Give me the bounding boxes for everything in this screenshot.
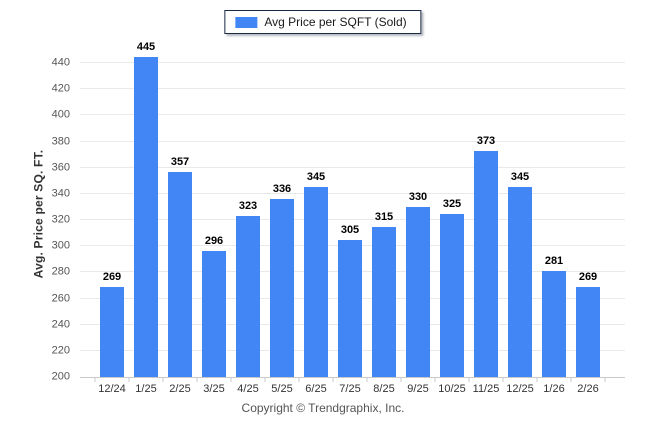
y-tick-label: 340	[51, 187, 70, 200]
x-axis-tick	[434, 378, 436, 382]
bar	[576, 286, 600, 377]
x-tick-label: 1/26	[543, 383, 565, 395]
bar	[474, 150, 498, 377]
bar	[440, 213, 464, 377]
x-axis-tick	[196, 378, 198, 382]
bar-value-label: 345	[306, 171, 326, 184]
x-tick-label: 11/25	[472, 383, 500, 395]
x-axis-tick	[570, 378, 572, 382]
gridline	[80, 192, 625, 194]
y-axis-labels: 200 220 240 260 280 300 320 340 360 380 400 420 440	[0, 50, 74, 382]
x-axis-tick	[230, 378, 232, 382]
y-tick-label: 220	[51, 344, 70, 357]
y-tick-label: 360	[51, 161, 70, 174]
x-tick-label: 5/25	[271, 383, 293, 395]
x-axis-labels: 12/24 1/25 2/25 3/25 4/25 5/25 6/25 7/25 8/25 9/2…	[95, 383, 605, 397]
bar-value-label: 325	[442, 197, 462, 210]
gridline	[80, 166, 625, 168]
gridline	[80, 114, 625, 116]
legend: Avg Price per SQFT (Sold)	[224, 10, 422, 34]
x-axis-tick	[298, 378, 300, 382]
x-tick-label: 8/25	[373, 383, 395, 395]
x-axis-tick	[162, 378, 164, 382]
y-tick-label: 200	[51, 370, 70, 383]
x-axis-tick	[94, 378, 96, 382]
x-tick-label: 10/25	[438, 383, 466, 395]
bar	[236, 216, 260, 377]
bar-value-label: 357	[170, 155, 190, 168]
x-tick-label: 1/25	[135, 383, 157, 395]
bar-value-label: 305	[340, 223, 360, 236]
plot-area: 269 445 357 296 323 336 345 305 315 330 325 373 345 2…	[80, 41, 625, 378]
bar-value-label: 445	[136, 40, 156, 53]
y-tick-label: 320	[51, 213, 70, 226]
x-tick-label: 2/25	[169, 383, 191, 395]
x-axis-tick	[604, 378, 606, 382]
bar-value-label: 281	[544, 255, 564, 268]
x-axis-tick	[332, 378, 334, 382]
bar	[168, 171, 192, 377]
gridline	[80, 88, 625, 90]
bar	[270, 199, 294, 377]
x-tick-label: 6/25	[305, 383, 327, 395]
x-axis-ticks	[94, 378, 606, 383]
bar-value-label: 269	[578, 270, 598, 283]
gridline	[80, 219, 625, 221]
bar-value-label: 323	[238, 200, 258, 213]
y-tick-label: 300	[51, 239, 70, 252]
gridline	[80, 140, 625, 142]
y-tick-label: 400	[51, 108, 70, 121]
bar	[338, 239, 362, 377]
bar	[372, 226, 396, 377]
bar	[134, 56, 158, 377]
bars: 269 445 357 296 323 336 345 305 315 330 325 373 345 2…	[95, 41, 605, 377]
x-tick-label: 3/25	[203, 383, 225, 395]
x-tick-label: 4/25	[237, 383, 259, 395]
x-axis-tick	[264, 378, 266, 382]
y-tick-label: 380	[51, 135, 70, 148]
x-axis-tick	[468, 378, 470, 382]
bar-value-label: 330	[408, 190, 428, 203]
bar-value-label: 296	[204, 235, 224, 248]
legend-label: Avg Price per SQFT (Sold)	[264, 15, 407, 29]
bar-value-label: 315	[374, 210, 394, 223]
copyright-text: Copyright © Trendgraphix, Inc.	[241, 401, 405, 415]
x-tick-label: 9/25	[407, 383, 429, 395]
bar-value-label: 373	[476, 134, 496, 147]
y-tick-label: 240	[51, 318, 70, 331]
legend-swatch	[235, 16, 258, 28]
gridline	[80, 62, 625, 64]
x-axis-tick	[400, 378, 402, 382]
bar-value-label: 336	[272, 183, 292, 196]
y-tick-label: 280	[51, 265, 70, 278]
y-tick-label: 440	[51, 56, 70, 69]
x-tick-label: 12/25	[506, 383, 534, 395]
x-axis-tick	[128, 378, 130, 382]
bar	[542, 271, 566, 377]
x-tick-label: 7/25	[339, 383, 361, 395]
bar	[100, 286, 124, 377]
bar-value-label: 345	[510, 171, 530, 184]
x-axis-tick	[366, 378, 368, 382]
bar	[304, 187, 328, 377]
bar	[508, 187, 532, 377]
x-axis-tick	[502, 378, 504, 382]
bar-value-label: 269	[102, 270, 122, 283]
bar	[406, 206, 430, 377]
x-tick-label: 2/26	[577, 383, 599, 395]
x-axis-tick	[536, 378, 538, 382]
x-tick-label: 12/24	[98, 383, 126, 395]
bar	[202, 251, 226, 377]
y-tick-label: 420	[51, 82, 70, 95]
y-tick-label: 260	[51, 292, 70, 305]
